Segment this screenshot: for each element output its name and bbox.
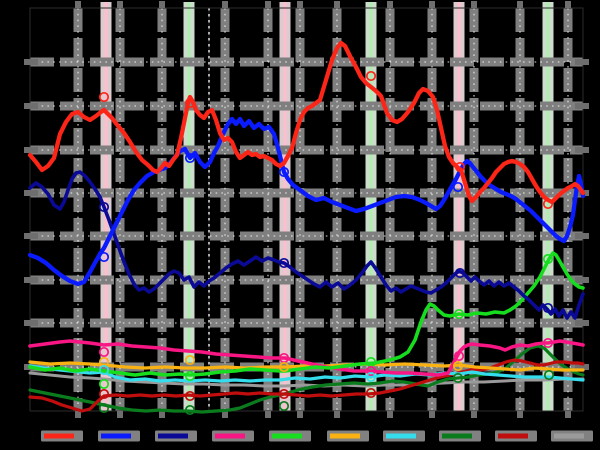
result-marker-magenta [365, 365, 377, 377]
result-marker-navy [542, 302, 554, 314]
green-band-center [187, 2, 191, 411]
result-marker-orange [452, 360, 464, 372]
result-marker-red [542, 198, 554, 210]
plot-frame [29, 7, 584, 412]
polling-line-navy [28, 170, 585, 320]
result-marker-blue [452, 181, 464, 193]
result-marker-magenta [98, 346, 110, 358]
polling-line-green [28, 251, 585, 377]
result-marker-darkred [278, 388, 290, 400]
result-marker-blue [98, 251, 110, 263]
result-marker-darkgreen [98, 402, 110, 414]
result-marker-darkred [184, 390, 196, 402]
result-marker-navy [98, 201, 110, 213]
result-marker-navy [278, 257, 290, 269]
polling-line-red [27, 40, 586, 205]
result-marker-green [98, 378, 110, 390]
polling-line-magenta [28, 339, 585, 377]
polling-line-gray [28, 371, 585, 388]
polling-line-blue [27, 116, 586, 287]
result-marker-navy [454, 267, 466, 279]
result-marker-orange [184, 354, 196, 366]
result-marker-red [454, 161, 466, 173]
result-marker-green [453, 308, 465, 320]
pink-band-center [283, 2, 287, 411]
result-marker-darkred [98, 388, 110, 400]
result-marker-blue [278, 166, 290, 178]
result-marker-darkgreen [278, 400, 290, 412]
result-marker-darkred [365, 387, 377, 399]
result-marker-magenta [542, 337, 554, 349]
result-marker-darkgreen [543, 369, 555, 381]
result-marker-red [184, 97, 196, 109]
result-marker-cyan [365, 371, 377, 383]
result-marker-red [365, 70, 377, 82]
pink-band-center [457, 2, 461, 411]
polling-line-darkgreen [28, 344, 585, 414]
result-marker-blue [184, 152, 196, 164]
polling-line-cyan [28, 364, 585, 383]
result-marker-green [184, 370, 196, 382]
result-marker-green [542, 253, 554, 265]
result-marker-cyan [98, 364, 110, 376]
result-marker-darkgreen [184, 404, 196, 416]
polling-line-darkred [28, 358, 585, 413]
pink-band-center [104, 2, 108, 411]
result-marker-darkgreen [452, 372, 464, 384]
result-marker-red [98, 91, 110, 103]
result-marker-orange [278, 361, 290, 373]
result-marker-magenta [453, 350, 465, 362]
green-band-center [546, 2, 550, 411]
polling-line-orange [28, 360, 585, 372]
